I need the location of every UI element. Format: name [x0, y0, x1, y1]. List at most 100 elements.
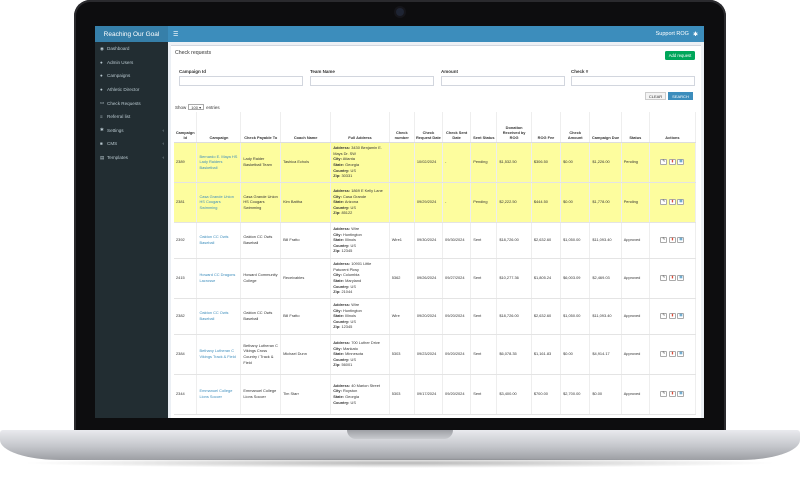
support-link[interactable]: Support ROG [655, 31, 689, 37]
address-field-value: 40 Marion Street [351, 382, 380, 388]
address-line: Country: US [333, 400, 387, 406]
calendar-icon[interactable]: ▦ [677, 159, 685, 165]
sent-date-cell: 09/20/2024 [442, 374, 472, 415]
calendar-icon[interactable]: ▦ [677, 199, 685, 205]
delete-icon[interactable]: ▮ [668, 313, 676, 319]
delete-icon[interactable]: ▮ [668, 391, 676, 397]
coach-name-cell: Receivables [280, 258, 332, 299]
add-request-button[interactable]: Add request [665, 51, 695, 60]
delete-icon[interactable]: ▮ [668, 237, 676, 243]
table-row[interactable]: 2344 Emmanuel College Lions Soccer Emmanue… [174, 374, 697, 415]
delete-icon[interactable]: ▮ [668, 159, 676, 165]
address-line: Address: 700 Luther Drive [333, 340, 387, 346]
entries-select[interactable]: 100 ▾ [188, 104, 205, 110]
check-amount-cell: $2,700.00 [560, 374, 591, 415]
entries-select-value: 100 [191, 104, 198, 110]
settings-icon[interactable]: ✱ [692, 31, 698, 38]
calendar-icon[interactable]: ▦ [677, 391, 685, 397]
column-header[interactable]: Campaign [196, 112, 242, 143]
sidebar-item-campaigns[interactable]: ● Campaigns [95, 69, 168, 83]
address-field-value: US [350, 318, 356, 324]
amount-label: Amount [441, 69, 458, 74]
delete-icon[interactable]: ▮ [668, 351, 676, 357]
sidebar-item-dashboard[interactable]: ◉ Dashboard [95, 42, 168, 56]
table-row[interactable]: 2384 Bethany Lutheran C Vikings Track & F… [174, 334, 697, 375]
sidebar-item-check-requests[interactable]: ▭ Check Requests [95, 96, 168, 110]
edit-icon[interactable]: ✎ [660, 237, 668, 243]
column-header[interactable]: Status [621, 112, 650, 143]
check-number-input[interactable] [571, 76, 695, 86]
column-header[interactable]: Check Amount [560, 112, 591, 143]
coach-name-cell: Tim Starr [280, 374, 332, 415]
table-row[interactable]: 2382 Oakton CC Owls Baseball Oakton CC Owl… [174, 298, 697, 335]
campaign-link[interactable]: Bethany Lutheran C Vikings Track & Field [196, 334, 242, 375]
column-header[interactable]: Check Payable To [240, 112, 282, 143]
sent-date-cell: 09/20/2024 [442, 298, 472, 335]
edit-icon[interactable]: ✎ [660, 391, 668, 397]
check-amount-cell: $1,050.00 [560, 222, 591, 259]
campaign-link[interactable]: Casa Grande Union HS Cougars Swimming [196, 182, 242, 223]
calendar-icon[interactable]: ▦ [677, 275, 685, 281]
address-field-label: Address: [333, 382, 351, 388]
calendar-icon[interactable]: ▦ [677, 237, 685, 243]
sidebar-item-referral-list[interactable]: ≡ Referral list [95, 110, 168, 124]
brand-logo[interactable]: Reaching Our Goal [95, 26, 168, 42]
column-header[interactable]: Campaign Due [589, 112, 622, 143]
menu-toggle-icon[interactable]: ☰ [173, 31, 179, 38]
status-cell: Approved [621, 298, 650, 335]
sent-date-cell: 09/30/2024 [442, 222, 472, 259]
table-row[interactable]: 2415 Howard CC Dragons Lacrosse Howard Com… [174, 258, 697, 299]
delete-icon[interactable]: ▮ [668, 199, 676, 205]
table-row[interactable]: 2381 Casa Grande Union HS Cougars Swimmin… [174, 182, 697, 223]
campaign-link[interactable]: Oakton CC Owls Baseball [196, 222, 242, 259]
address-line: Zip: 30331 [333, 173, 387, 179]
column-header[interactable]: ROG Fee [531, 112, 562, 143]
campaign-id-cell: 2382 [174, 298, 198, 335]
column-header[interactable]: Check Request Date [414, 112, 444, 143]
list-icon: ≡ [100, 114, 103, 120]
amount-input[interactable] [441, 76, 565, 86]
column-header[interactable]: Sent Status [470, 112, 498, 143]
actions-cell: ✎ ▮ ▦ [649, 334, 697, 375]
calendar-icon[interactable]: ▦ [677, 313, 685, 319]
check-number-cell [389, 182, 415, 223]
actions-cell: ✎ ▮ ▦ [649, 142, 697, 183]
delete-icon[interactable]: ▮ [668, 275, 676, 281]
address-line: Address: Wire [333, 302, 387, 308]
sent-date-cell: 09/20/2024 [442, 334, 472, 375]
rog-fee-cell: $2,632.60 [531, 298, 562, 335]
campaign-link[interactable]: Oakton CC Owls Baseball [196, 298, 242, 335]
table-row[interactable]: 2392 Oakton CC Owls Baseball Oakton CC Owl… [174, 222, 697, 259]
column-header[interactable]: Donation Received by ROG [496, 112, 532, 143]
address-field-label: Country: [333, 242, 350, 248]
edit-icon[interactable]: ✎ [660, 275, 668, 281]
sidebar-item-athletic-director[interactable]: ● Athletic Director [95, 83, 168, 97]
campaign-id-input[interactable] [179, 76, 303, 86]
search-button[interactable]: SEARCH [668, 92, 693, 100]
edit-icon[interactable]: ✎ [660, 199, 668, 205]
check-payable-cell: Bethany Lutheran C Vikings Cross Country… [240, 334, 282, 375]
column-header[interactable]: Check Sent Date [442, 112, 472, 143]
campaign-link[interactable]: Bernardo E. Maya HS Lady Raiders Basketb… [196, 142, 242, 183]
column-header[interactable]: Actions [649, 112, 697, 143]
column-header[interactable]: Full Address [330, 112, 390, 143]
table-header-row: Campaign Id Campaign Check Payable To Coach… [174, 112, 697, 143]
address-field-value: Royston [342, 388, 358, 394]
campaign-link[interactable]: Emmanuel College Lions Soccer [196, 374, 242, 415]
address-field-label: Zip: [333, 210, 341, 216]
table-row[interactable]: 2389 Bernardo E. Maya HS Lady Raiders Bas… [174, 142, 697, 183]
edit-icon[interactable]: ✎ [660, 159, 668, 165]
edit-icon[interactable]: ✎ [660, 351, 668, 357]
campaign-link[interactable]: Howard CC Dragons Lacrosse [196, 258, 242, 299]
sidebar-item-cms[interactable]: ■ CMS ‹ [95, 137, 168, 151]
edit-icon[interactable]: ✎ [660, 313, 668, 319]
team-name-input[interactable] [310, 76, 434, 86]
sidebar-item-admin-users[interactable]: ● Admin Users [95, 56, 168, 70]
calendar-icon[interactable]: ▦ [677, 351, 685, 357]
column-header[interactable]: Campaign Id [174, 112, 198, 143]
clear-button[interactable]: CLEAR [645, 92, 666, 100]
column-header[interactable]: Coach Name [280, 112, 332, 143]
sidebar-item-settings[interactable]: ✱ Settings ‹ [95, 124, 168, 138]
sidebar-item-templates[interactable]: ▤ Templates ‹ [95, 151, 168, 165]
column-header[interactable]: Check number [389, 112, 415, 143]
